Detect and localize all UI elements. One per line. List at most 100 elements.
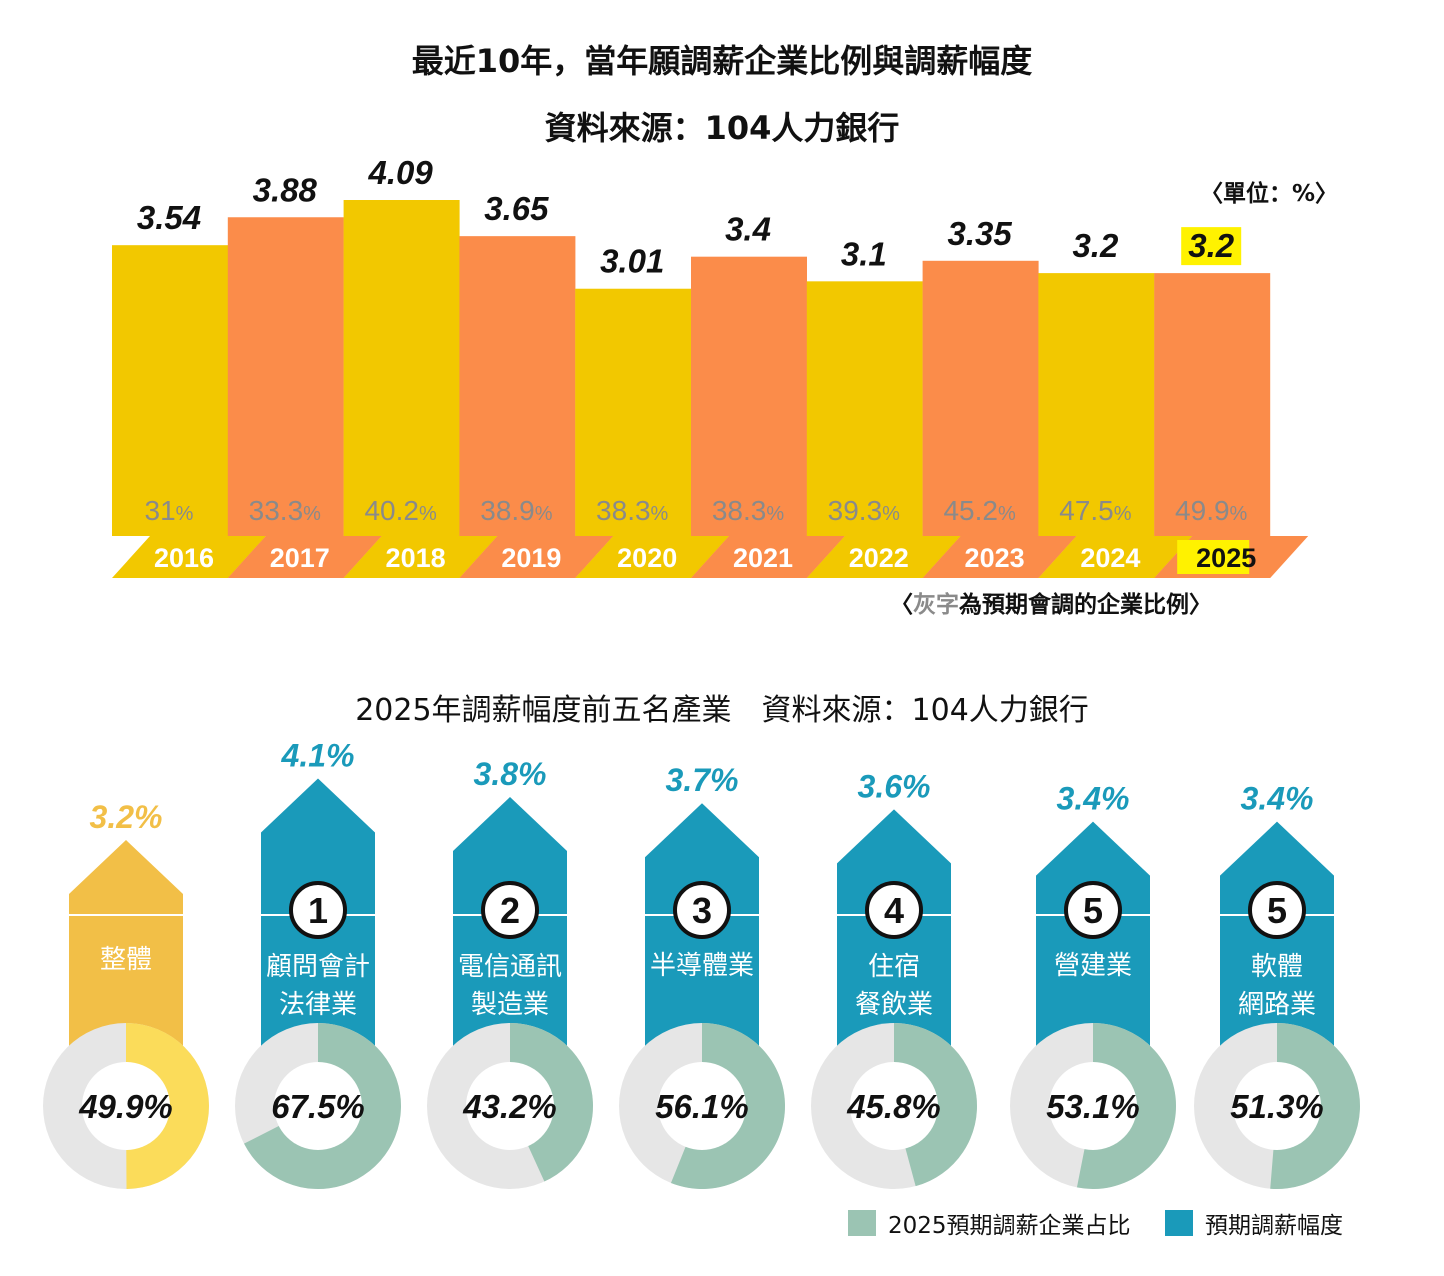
- donut-background: [1010, 1023, 1176, 1189]
- base-band-2022: [806, 536, 961, 578]
- donut-background: [427, 1023, 593, 1189]
- arrow-rank-2: [453, 797, 567, 1050]
- pct-unit: %: [766, 503, 784, 525]
- pct-unit: %: [882, 503, 900, 525]
- value-label-2024: 3.2: [1072, 227, 1119, 264]
- rank-number: 5: [1083, 890, 1103, 931]
- base-band-2024: [1038, 536, 1193, 578]
- donut-segment: [510, 1023, 593, 1182]
- raise-label: 3.2%: [90, 799, 163, 835]
- base-band-2023: [922, 536, 1077, 578]
- footnote-gray-word: 灰字: [913, 592, 959, 618]
- rank-badge: [673, 881, 731, 939]
- bar-2021: [691, 256, 807, 536]
- legend-swatch-raise: [1165, 1210, 1193, 1236]
- donut-segment: [1270, 1023, 1361, 1190]
- pct-unit: %: [998, 503, 1016, 525]
- industry-label: 餐飲業: [855, 990, 933, 1020]
- share-label: 49.9%: [78, 1088, 173, 1125]
- donut-background: [235, 1023, 401, 1189]
- pct-unit: %: [1230, 503, 1248, 525]
- donut-hole: [1233, 1062, 1321, 1150]
- year-label-2018: 2018: [386, 543, 446, 573]
- industry-label: 製造業: [471, 990, 549, 1020]
- raise-label: 3.7%: [666, 762, 739, 798]
- pct-unit: %: [651, 503, 669, 525]
- donut-segment: [1076, 1023, 1176, 1190]
- rank-number: 3: [692, 890, 712, 931]
- pct-unit: %: [1114, 503, 1132, 525]
- raise-label: 3.8%: [474, 756, 547, 792]
- donut-background: [43, 1023, 209, 1189]
- rank-number: 5: [1267, 890, 1287, 931]
- donut-hole: [1049, 1062, 1137, 1150]
- year-highlight: [1177, 540, 1250, 574]
- year-label-2024: 2024: [1080, 543, 1140, 573]
- year-label-2021: 2021: [733, 543, 793, 573]
- rank-badge: [289, 881, 347, 939]
- share-label: 43.2%: [462, 1088, 557, 1125]
- donut-segment: [894, 1023, 977, 1187]
- donut-hole: [466, 1062, 554, 1150]
- share-label: 45.8%: [846, 1088, 941, 1125]
- value-label-2016: 3.54: [137, 199, 201, 236]
- donut-hole: [658, 1062, 746, 1150]
- industry-label: 住宿: [868, 952, 920, 982]
- donut-segment: [126, 1023, 209, 1189]
- arrow-rank-3: [645, 803, 759, 1050]
- donut-segment: [670, 1023, 785, 1189]
- rank-number: 4: [884, 890, 904, 931]
- arrow-rank-6: [1220, 821, 1334, 1050]
- bar-2024: [1038, 273, 1155, 536]
- bar-2025: [1154, 273, 1271, 536]
- legend-label-share: 2025預期調薪企業占比: [888, 1213, 1131, 1239]
- year-label-2025: 2025: [1196, 543, 1256, 573]
- bar-2019: [459, 236, 576, 536]
- value-label-2023: 3.35: [947, 215, 1012, 252]
- raise-label: 3.4%: [1057, 781, 1130, 817]
- pct-label-2023: 45.2%: [943, 495, 1016, 526]
- value-label-2025: 3.2: [1188, 227, 1235, 264]
- bar-chart: 3.5431%20163.8833.3%20174.0940.2%20183.6…: [112, 154, 1309, 578]
- raise-label: 3.6%: [858, 768, 931, 804]
- share-label: 53.1%: [1046, 1088, 1140, 1125]
- pct-unit: %: [419, 503, 437, 525]
- raise-label: 4.1%: [281, 738, 355, 774]
- industry-label: 電信通訊: [458, 952, 562, 982]
- industry-chart-title: 2025年調薪幅度前五名產業 資料來源：104人力銀行: [355, 693, 1089, 728]
- year-label-2022: 2022: [849, 543, 909, 573]
- value-label-2022: 3.1: [841, 235, 887, 272]
- industry-label: 法律業: [279, 990, 357, 1020]
- industry-label: 軟體: [1251, 952, 1303, 982]
- arrow-rank-5: [1036, 821, 1150, 1050]
- footnote: 〈灰字為預期會調的企業比例〉: [890, 585, 1212, 619]
- value-label-2018: 4.09: [367, 154, 433, 191]
- share-label: 67.5%: [271, 1088, 365, 1125]
- donut-hole: [850, 1062, 938, 1150]
- value-label-2019: 3.65: [484, 190, 549, 227]
- arrow-overall: [69, 840, 183, 1050]
- footnote-prefix: 〈: [890, 592, 913, 618]
- industry-label: 網路業: [1238, 990, 1316, 1020]
- pct-unit: %: [176, 503, 194, 525]
- legend-swatch-share: [848, 1210, 876, 1236]
- donut-segment: [244, 1023, 402, 1189]
- donut-background: [619, 1023, 785, 1189]
- legend-item-raise: 預期調薪幅度: [1165, 1206, 1343, 1240]
- arrow-rank-4: [837, 809, 951, 1050]
- base-band-2017: [227, 536, 382, 578]
- arrow-rank-1: [261, 778, 375, 1050]
- base-band-2021: [691, 536, 845, 578]
- year-label-2023: 2023: [965, 543, 1025, 573]
- chart-source: 資料來源：104人力銀行: [544, 109, 900, 147]
- rank-badge: [1064, 881, 1122, 939]
- base-band-2018: [343, 536, 498, 578]
- unit-note: 〈單位：%〉: [1200, 181, 1339, 207]
- industry-label: 營建業: [1054, 951, 1132, 981]
- pct-label-2021: 38.3%: [712, 495, 785, 526]
- base-band-2019: [459, 536, 614, 578]
- donut-hole: [274, 1062, 362, 1150]
- bar-2016: [112, 245, 228, 536]
- rank-number: 1: [308, 890, 328, 931]
- rank-badge: [865, 881, 923, 939]
